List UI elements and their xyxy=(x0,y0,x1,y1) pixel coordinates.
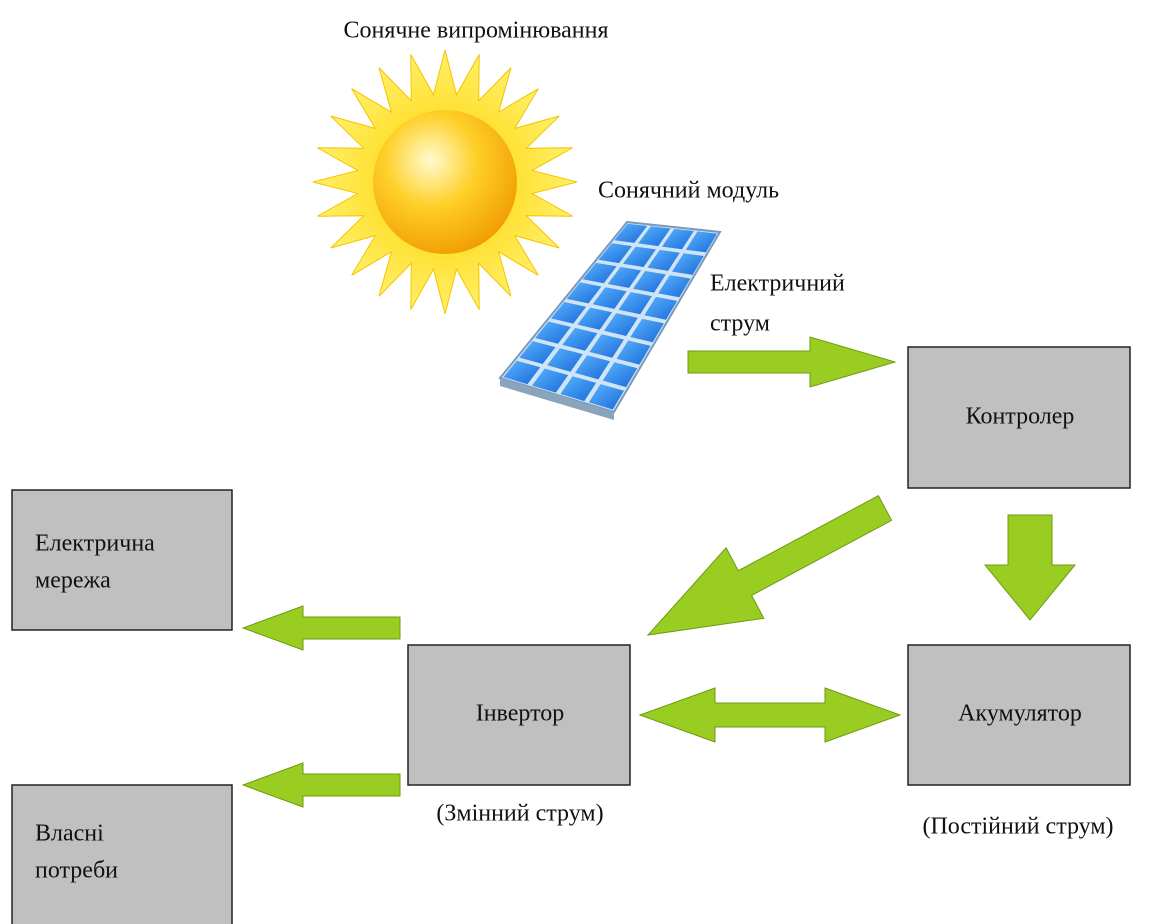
node-label: потреби xyxy=(35,858,118,884)
controller-box xyxy=(907,346,1131,489)
panel-cell xyxy=(575,355,610,380)
panel-cell xyxy=(658,275,691,298)
inverter-box xyxy=(407,644,631,786)
node-label: Електрична xyxy=(35,531,155,557)
panel-cell xyxy=(662,228,694,250)
panel-cell xyxy=(685,231,718,253)
panel-cell xyxy=(623,246,656,267)
panel-cell xyxy=(560,376,597,402)
panel-cell xyxy=(644,296,678,320)
panel-cell xyxy=(638,226,671,247)
sun-core xyxy=(373,110,517,254)
current-label: Електричний xyxy=(710,271,845,297)
node-label: Інвертор xyxy=(476,701,565,727)
panel-cell xyxy=(592,287,627,309)
panel-cell xyxy=(532,368,569,393)
arrow xyxy=(241,762,401,808)
panel-cell xyxy=(566,282,602,304)
panel-cell xyxy=(519,341,556,364)
node-label: Контролер xyxy=(966,404,1075,430)
arrow xyxy=(241,605,401,651)
panel-cell xyxy=(503,360,541,385)
arrow xyxy=(983,514,1077,621)
panel-cell xyxy=(633,271,666,293)
panel-cell xyxy=(616,340,651,365)
panel-cell xyxy=(551,302,587,324)
panel-cell xyxy=(647,249,680,271)
panel-cell xyxy=(630,318,664,343)
own-needs-box xyxy=(11,784,233,924)
battery-box xyxy=(907,644,1131,786)
panel-cell xyxy=(602,362,638,388)
node-label: мережа xyxy=(35,568,111,594)
panel-cell xyxy=(607,266,642,288)
panel-cell xyxy=(588,384,624,410)
panel-cell xyxy=(618,292,652,315)
panel-cell xyxy=(598,243,632,264)
solar-panel-icon xyxy=(498,220,722,420)
panel-cell xyxy=(589,334,624,358)
panel-cell xyxy=(614,223,648,243)
current-label: струм xyxy=(710,311,770,337)
panel-cell xyxy=(672,253,704,275)
arrow xyxy=(646,495,893,636)
arrow xyxy=(687,336,897,388)
panel-cell xyxy=(577,307,612,330)
panel-cell xyxy=(562,327,598,351)
node-label: Власні xyxy=(35,821,104,847)
panel-cell xyxy=(604,313,638,336)
node-note: (Постійний струм) xyxy=(922,814,1113,840)
node-label: Акумулятор xyxy=(958,701,1082,727)
arrows xyxy=(241,336,1077,808)
sun-icon xyxy=(312,49,578,315)
arrow xyxy=(638,687,902,743)
panel-cell xyxy=(582,262,617,284)
sun-label: Сонячне випромінювання xyxy=(343,18,608,44)
panel-edge xyxy=(500,378,614,420)
grid-box xyxy=(11,489,233,631)
panel-cell xyxy=(547,348,583,372)
node-note: (Змінний струм) xyxy=(436,801,603,827)
module-label: Сонячний модуль xyxy=(598,178,779,204)
panel-cell xyxy=(535,321,571,344)
